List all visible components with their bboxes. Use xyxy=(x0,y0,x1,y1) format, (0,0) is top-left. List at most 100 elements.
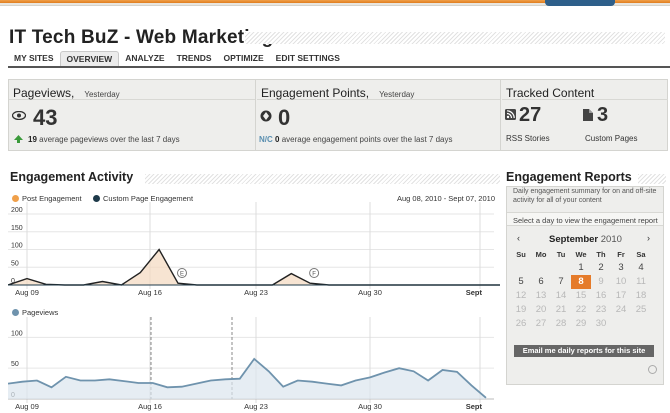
calendar-day: 26 xyxy=(515,318,527,329)
calendar-day: 11 xyxy=(636,276,646,287)
x-tick-label: Aug 09 xyxy=(15,288,39,297)
page-icon xyxy=(583,109,593,121)
y-tick-label: 150 xyxy=(11,225,23,232)
pageviews-header: Pageviews, Yesterday xyxy=(9,80,255,100)
calendar-day: 12 xyxy=(515,290,527,301)
calendar-month-name: September xyxy=(549,234,599,245)
calendar-day: 28 xyxy=(555,318,567,329)
engagement-chart[interactable]: 0 50 100 150 200 Aug 09 Aug 16 Aug 23 Aug 30 Sept… xyxy=(8,188,500,302)
prev-month-icon[interactable]: ‹ xyxy=(517,233,520,243)
pageviews-title: Pageviews, xyxy=(13,86,75,100)
reports-hatch xyxy=(638,174,666,184)
engagement-avg-value: 0 xyxy=(275,135,280,144)
calendar-day: 18 xyxy=(635,290,647,301)
email-reports-button[interactable]: Email me daily reports for this site xyxy=(514,345,654,357)
rss-icon xyxy=(505,109,516,120)
account-tab[interactable] xyxy=(545,0,615,6)
calendar-day: 30 xyxy=(595,318,607,329)
calendar-day: 19 xyxy=(515,304,527,315)
calendar-day[interactable]: 3 xyxy=(618,262,624,273)
y-tick-label: 0 xyxy=(11,278,15,285)
engagement-period: Yesterday xyxy=(379,90,415,99)
calendar-weekday: Th xyxy=(596,250,606,259)
legend-custom: Custom Page Engagement xyxy=(93,194,193,203)
calendar-day[interactable]: 2 xyxy=(598,262,604,273)
tab-edit-settings[interactable]: EDIT SETTINGS xyxy=(275,53,340,63)
calendar-empty xyxy=(511,261,531,275)
tab-optimize[interactable]: OPTIMIZE xyxy=(223,53,264,63)
pageviews-avg-text: average pageviews over the last 7 days xyxy=(39,135,180,144)
reports-title: Engagement Reports xyxy=(506,170,632,184)
rss-label: RSS Stories xyxy=(506,134,550,143)
calendar-day: 13 xyxy=(535,290,547,301)
eye-icon xyxy=(12,111,26,120)
reports-description: Daily engagement summary for on and off-… xyxy=(513,188,657,204)
legend-custom-label: Custom Page Engagement xyxy=(103,194,194,203)
calendar-day[interactable]: 4 xyxy=(638,262,644,273)
reports-panel: Daily engagement summary for on and off-… xyxy=(506,186,664,385)
calendar-day: 21 xyxy=(555,304,567,315)
calendar-day[interactable]: 7 xyxy=(558,276,564,287)
calendar-weekday: Tu xyxy=(556,250,566,259)
calendar-day: 15 xyxy=(575,290,587,301)
x-tick-label: Sept xyxy=(466,402,483,411)
x-tick-label: Aug 16 xyxy=(138,288,162,297)
event-marker-f-circle xyxy=(309,268,320,278)
event-marker-e[interactable]: E xyxy=(177,268,187,278)
pageviews-area xyxy=(8,358,486,399)
engagement-icon xyxy=(260,110,272,122)
legend-post: Post Engagement xyxy=(12,194,82,203)
tab-my-sites[interactable]: MY SITES xyxy=(14,53,54,63)
calendar-day: 23 xyxy=(595,304,607,315)
tab-overview[interactable]: OVERVIEW xyxy=(59,51,120,66)
next-month-icon[interactable]: › xyxy=(647,233,650,243)
top-strip xyxy=(0,0,670,6)
calendar-day: 20 xyxy=(535,304,547,315)
y-tick-label: 100 xyxy=(11,243,23,250)
activity-title: Engagement Activity xyxy=(10,170,134,184)
calendar-empty xyxy=(631,317,651,331)
page-title: IT Tech BuZ - Web Marketing xyxy=(9,27,274,48)
pageviews-dot-icon xyxy=(12,309,19,316)
x-tick-label: Sept xyxy=(466,288,483,297)
engagement-value: 0 xyxy=(278,105,291,130)
calendar-day: 17 xyxy=(615,290,627,301)
calendar-month: September 2010 xyxy=(549,234,622,245)
pageviews-period: Yesterday xyxy=(84,90,120,99)
calendar-day[interactable]: 8 xyxy=(571,275,591,289)
reports-prompt: Select a day to view the engagement repo… xyxy=(507,212,663,226)
event-marker-e-label: E xyxy=(180,272,184,278)
calendar-grid: Su Mo Tu We Th Fr Sa 1 2 3 4 5 6 7 8 9 10 11 12 13 14 15 16 17 1… xyxy=(511,249,661,331)
calendar-empty xyxy=(531,261,551,275)
event-marker-e-circle xyxy=(177,268,187,278)
y-tick-label: 100 xyxy=(11,330,23,337)
pageviews-line xyxy=(8,357,487,399)
calendar-empty xyxy=(611,317,631,331)
pageviews-value: 43 xyxy=(33,105,58,130)
calendar-weekday: Sa xyxy=(636,250,646,259)
calendar-day: 25 xyxy=(635,304,647,315)
date-range: Aug 08, 2010 - Sept 07, 2010 xyxy=(397,194,495,203)
stats-panel: Pageviews, Yesterday 43 19 average pagevi… xyxy=(8,79,668,151)
orange-band xyxy=(0,0,670,3)
pages-label: Custom Pages xyxy=(585,134,638,143)
calendar-weekday: Su xyxy=(516,250,526,259)
tab-analyze[interactable]: ANALYZE xyxy=(125,53,165,63)
calendar-day[interactable]: 5 xyxy=(518,276,524,287)
event-marker-f[interactable]: F xyxy=(309,268,320,278)
tracked-title: Tracked Content xyxy=(506,86,595,100)
engagement-header: Engagement Points, Yesterday xyxy=(257,80,500,100)
pages-count: 3 xyxy=(597,104,609,126)
x-tick-label: Aug 16 xyxy=(138,402,162,411)
no-change-badge: N/C xyxy=(259,135,273,144)
calendar-day: 24 xyxy=(615,304,627,315)
calendar-day[interactable]: 1 xyxy=(578,262,584,273)
calendar-day: 9 xyxy=(598,276,604,287)
calendar-day[interactable]: 6 xyxy=(538,276,544,287)
tab-trends[interactable]: TRENDS xyxy=(176,53,212,63)
rss-count: 27 xyxy=(519,104,542,126)
refresh-icon[interactable] xyxy=(648,365,657,374)
calendar-weekday: Mo xyxy=(535,250,547,259)
calendar-day: 14 xyxy=(555,290,567,301)
